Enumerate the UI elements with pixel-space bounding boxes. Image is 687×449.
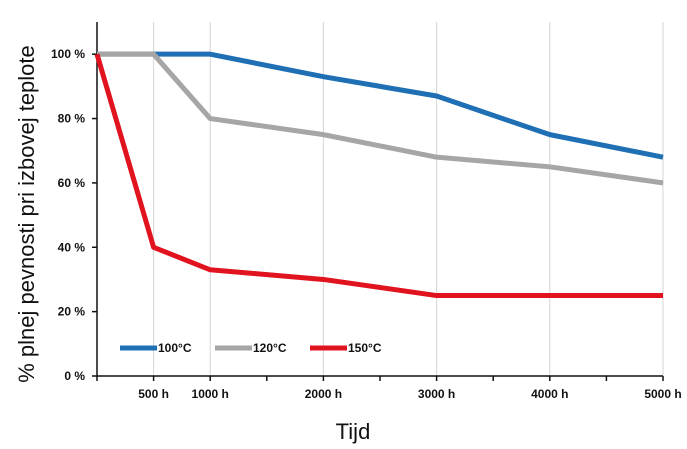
x-tick-label: 2000 h [305, 387, 342, 401]
grid-lines [153, 22, 664, 376]
y-tick-label: 80 % [58, 112, 86, 126]
series-lines [94, 51, 664, 299]
x-tick-label: 5000 h [644, 387, 681, 401]
x-ticks: 500 h 1000 h 2000 h 3000 h 4000 h 5000 h [96, 376, 682, 401]
x-axis-title: Tijd [336, 419, 371, 444]
axes [96, 22, 663, 377]
legend-label: 120°C [253, 341, 287, 355]
series-line-100C [97, 51, 664, 160]
x-tick-label: 500 h [138, 387, 169, 401]
series-line-150C [94, 53, 663, 299]
legend-label: 100°C [158, 341, 192, 355]
x-tick-label: 4000 h [531, 387, 568, 401]
y-ticks: 0 % 20 % 40 % 60 % 80 % 100 % [51, 47, 97, 383]
legend-label: 150°C [348, 341, 382, 355]
y-axis-title: % plnej pevnosti pri izbovej teplote [14, 45, 39, 383]
series-line-120C [97, 51, 664, 186]
legend: 100°C 120°C 150°C [120, 341, 382, 355]
y-tick-label: 60 % [58, 176, 86, 190]
y-tick-label: 20 % [58, 305, 86, 319]
y-tick-label: 100 % [51, 47, 85, 61]
x-tick-label: 1000 h [192, 387, 229, 401]
x-tick-label: 3000 h [418, 387, 455, 401]
y-tick-label: 40 % [58, 240, 86, 254]
y-tick-label: 0 % [64, 369, 85, 383]
